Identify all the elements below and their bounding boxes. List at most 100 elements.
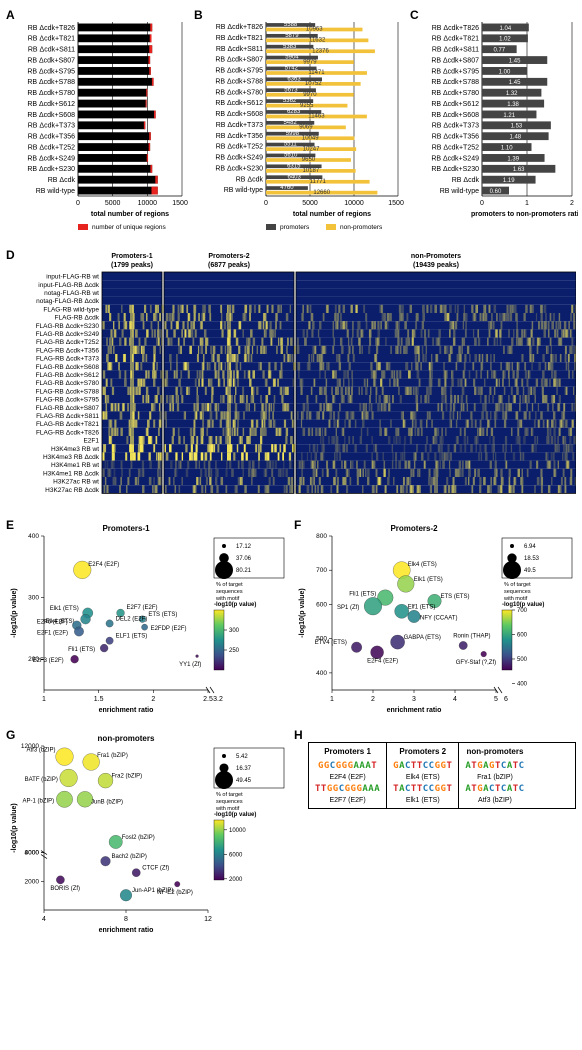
svg-text:400: 400 [517, 681, 528, 687]
svg-text:5511: 5511 [284, 142, 298, 148]
svg-text:400: 400 [316, 670, 327, 677]
svg-text:RB Δcdk+S249: RB Δcdk+S249 [27, 155, 75, 162]
svg-text:10000: 10000 [229, 828, 246, 834]
svg-text:FLAG-RB Δcdk+S788: FLAG-RB Δcdk+S788 [36, 388, 100, 395]
svg-text:Ronin (THAP): Ronin (THAP) [453, 634, 490, 640]
svg-text:1.38: 1.38 [507, 102, 519, 108]
svg-text:FLAG-RB Δcdk+S249: FLAG-RB Δcdk+S249 [36, 331, 100, 338]
svg-text:2000: 2000 [229, 877, 243, 883]
svg-text:% of target: % of target [216, 582, 243, 588]
svg-text:BATF (bZIP): BATF (bZIP) [25, 777, 58, 783]
scatter-f: 123456400500600700800Promoters-2enrichme… [294, 518, 576, 718]
svg-text:Fosl2 (bZIP): Fosl2 (bZIP) [122, 835, 155, 841]
svg-text:enrichment ratio: enrichment ratio [387, 707, 442, 714]
svg-text:1: 1 [525, 200, 529, 207]
svg-text:5742: 5742 [285, 66, 299, 72]
svg-text:E2F1 (E2F): E2F1 (E2F) [37, 630, 68, 636]
svg-text:FLAG-RB Δcdk+T826: FLAG-RB Δcdk+T826 [36, 429, 99, 436]
svg-text:non-promoters: non-promoters [340, 224, 383, 231]
svg-text:6363: 6363 [287, 76, 301, 82]
svg-text:ETS (ETS): ETS (ETS) [441, 594, 470, 600]
svg-text:6: 6 [504, 696, 508, 703]
svg-text:RB wild-type: RB wild-type [36, 188, 75, 195]
svg-text:sequences: sequences [216, 799, 243, 805]
svg-text:10963: 10963 [306, 27, 323, 33]
svg-text:1.02: 1.02 [499, 37, 511, 43]
svg-text:FLAG-RB wild-type: FLAG-RB wild-type [43, 306, 99, 313]
svg-text:1.45: 1.45 [509, 58, 521, 64]
svg-text:10752: 10752 [305, 81, 322, 87]
svg-text:6.94: 6.94 [524, 544, 536, 550]
svg-text:RB Δcdk+T821: RB Δcdk+T821 [432, 36, 479, 43]
row-d: D Promoters-1(1799 peaks)Promoters-2(687… [6, 248, 576, 508]
motif-table: Promoters 1GGCGGGAAATE2F4 (E2F)TTGGCGGGA… [308, 742, 576, 809]
svg-text:FLAG-RB Δcdk+T252: FLAG-RB Δcdk+T252 [36, 339, 99, 346]
row-abc: A 050001000015000RB Δcdk+T826RB Δcdk+T82… [6, 8, 576, 238]
svg-text:6403: 6403 [287, 174, 301, 180]
svg-text:11632: 11632 [309, 38, 326, 44]
svg-text:RB Δcdk+S795: RB Δcdk+S795 [27, 68, 75, 75]
svg-text:1.45: 1.45 [509, 80, 521, 86]
panel-label-b: B [194, 8, 203, 22]
svg-text:RB Δcdk: RB Δcdk [48, 177, 76, 184]
panel-label-a: A [6, 8, 15, 22]
svg-text:10049: 10049 [302, 135, 319, 141]
svg-text:-log10(p value): -log10(p value) [11, 803, 18, 852]
svg-text:FLAG-RB Δcdk+S811: FLAG-RB Δcdk+S811 [36, 413, 99, 420]
svg-text:non-Promoters: non-Promoters [411, 253, 461, 260]
chart-a: 050001000015000RB Δcdk+T826RB Δcdk+T821R… [6, 8, 188, 238]
panel-label-d: D [6, 248, 15, 262]
svg-text:49.5: 49.5 [524, 568, 536, 574]
svg-text:RB Δcdk+S807: RB Δcdk+S807 [215, 57, 263, 64]
svg-text:0: 0 [480, 200, 484, 207]
svg-text:(1799 peaks): (1799 peaks) [111, 262, 153, 269]
chart-b: 050001000015000558810963RB Δcdk+T8265879… [194, 8, 404, 238]
svg-text:RB Δcdk+S780: RB Δcdk+S780 [215, 89, 263, 96]
svg-text:NFY (CCAAT): NFY (CCAAT) [420, 615, 457, 621]
svg-text:8000: 8000 [25, 850, 40, 857]
svg-text:1: 1 [42, 696, 46, 703]
svg-text:1.39: 1.39 [507, 156, 519, 162]
svg-text:5673: 5673 [284, 87, 298, 93]
svg-text:RB Δcdk+T252: RB Δcdk+T252 [28, 144, 75, 151]
svg-text:non-promoters: non-promoters [98, 734, 155, 743]
svg-text:9650: 9650 [302, 157, 316, 163]
svg-text:Elk4 (ETS): Elk4 (ETS) [408, 562, 437, 568]
svg-text:RB Δcdk+T826: RB Δcdk+T826 [28, 25, 75, 32]
svg-text:500: 500 [517, 657, 528, 663]
panel-c: C 0121.04RB Δcdk+T8261.02RB Δcdk+T8210.7… [410, 8, 578, 238]
svg-text:0: 0 [264, 200, 268, 207]
svg-text:0.60: 0.60 [490, 189, 502, 195]
svg-text:GABPA (ETS): GABPA (ETS) [404, 635, 441, 641]
svg-text:RB Δcdk+S788: RB Δcdk+S788 [431, 79, 479, 86]
svg-text:RB Δcdk+T373: RB Δcdk+T373 [216, 122, 263, 129]
svg-text:H3K27ac RB wt: H3K27ac RB wt [53, 479, 99, 486]
panel-label-f: F [294, 518, 301, 532]
svg-text:E2F1: E2F1 [83, 438, 99, 445]
svg-text:1.04: 1.04 [500, 26, 512, 32]
panel-label-g: G [6, 728, 15, 742]
panel-label-e: E [6, 518, 14, 532]
svg-text:RB Δcdk+S795: RB Δcdk+S795 [431, 68, 479, 75]
svg-text:RB Δcdk+S249: RB Δcdk+S249 [215, 155, 263, 162]
svg-text:NF-E2 (bZIP): NF-E2 (bZIP) [157, 890, 193, 896]
svg-text:18.53: 18.53 [524, 556, 540, 562]
svg-text:RB Δcdk+S811: RB Δcdk+S811 [216, 46, 263, 53]
svg-text:enrichment ratio: enrichment ratio [99, 707, 154, 714]
svg-text:RB Δcdk+S807: RB Δcdk+S807 [431, 57, 479, 64]
svg-text:11463: 11463 [308, 114, 325, 120]
panel-b: B 050001000015000558810963RB Δcdk+T82658… [194, 8, 404, 238]
svg-text:Promoters-2: Promoters-2 [390, 524, 438, 533]
svg-text:promoters to non-promoters rat: promoters to non-promoters ratio [471, 211, 578, 218]
svg-text:1.21: 1.21 [503, 113, 515, 119]
svg-text:RB Δcdk+S788: RB Δcdk+S788 [215, 78, 263, 85]
svg-text:0: 0 [76, 200, 80, 207]
svg-text:3: 3 [412, 696, 416, 703]
svg-text:RB Δcdk+T356: RB Δcdk+T356 [216, 133, 263, 140]
svg-text:1.19: 1.19 [503, 178, 515, 184]
svg-text:10000: 10000 [344, 200, 364, 207]
svg-text:RB Δcdk+S780: RB Δcdk+S780 [431, 90, 479, 97]
svg-text:H3K4me1 RB Δcdk: H3K4me1 RB Δcdk [43, 470, 100, 477]
svg-text:RB Δcdk+S608: RB Δcdk+S608 [431, 112, 479, 119]
svg-text:GFY-Staf (?,Zf): GFY-Staf (?,Zf) [456, 660, 496, 666]
